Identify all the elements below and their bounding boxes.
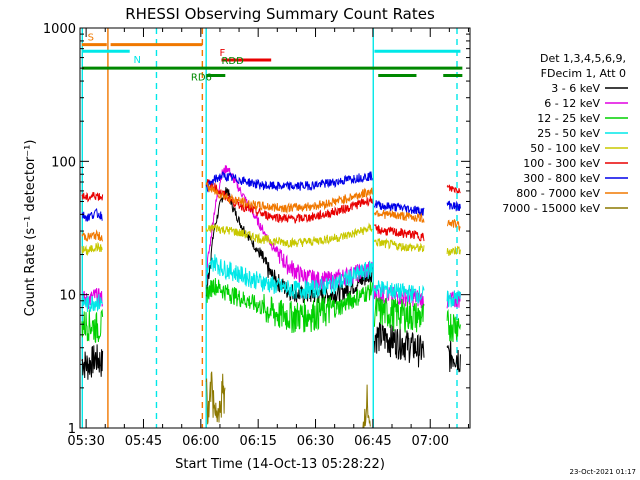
y-axis-label: Count Rate (s⁻¹ detector⁻¹) [23,140,38,317]
series-line-8 [373,209,425,223]
legend-entry-label: 12 - 25 keV [537,112,600,125]
legend-entry-label: 100 - 300 keV [523,157,600,170]
legend-header-1: Det 1,3,4,5,6,9, [540,52,626,65]
series-line-1 [81,344,104,380]
legend-entry-label: 6 - 12 keV [544,97,600,110]
series-line-4 [373,280,425,304]
y-tick-label: 100 [51,155,76,170]
series-line-5 [81,241,103,257]
footer-timestamp: 23-Oct-2021 01:17 [570,468,636,476]
series-line-3 [373,296,425,333]
flag-label: RDD [221,56,244,67]
x-tick-label: 06:45 [354,434,391,449]
legend-entry-label: 7000 - 15000 keV [502,202,600,215]
series-line-2 [373,285,425,309]
series-line-6 [373,224,425,242]
series-line-7 [205,171,373,193]
y-tick-label: 1000 [43,22,76,37]
series-line-7 [373,200,425,218]
series-line-5 [446,245,461,257]
legend-entry-label: 300 - 800 keV [523,172,600,185]
x-tick-label: 06:15 [239,434,276,449]
series-line-1 [373,322,425,368]
axes: 1 10 100 1000 05:30 05:45 06:00 06:15 06:30 06:45… [43,22,471,449]
series-line-3 [446,308,461,343]
series-line-9 [205,371,226,425]
flag-label: RD6 [191,73,212,84]
x-tick-label: 06:00 [182,434,219,449]
flag-label: S [88,33,94,44]
legend-entry-label: 800 - 7000 keV [516,187,600,200]
series-line-9 [362,384,371,428]
series-line-7 [446,200,461,212]
series-line-4 [446,290,461,308]
series-line-4 [205,254,373,299]
series-line-8 [446,219,461,232]
series-line-5 [205,222,373,249]
x-tick-label: 05:45 [125,434,162,449]
y-tick-label: 10 [59,289,76,304]
vertical-markers [81,28,458,428]
x-axis-label: Start Time (14-Oct-13 05:28:22) [175,457,385,472]
y-tick-label: 1 [68,422,76,437]
x-tick-label: 06:30 [297,434,334,449]
chart-title: RHESSI Observing Summary Count Rates [125,5,435,23]
series-line-8 [81,229,104,242]
series-line-6 [205,179,373,224]
legend-entry-label: 3 - 6 keV [551,82,600,95]
plot-border [79,27,471,429]
legend-entry-label: 50 - 100 keV [530,142,600,155]
series-line-8 [205,181,373,215]
series-line-3 [205,277,373,334]
series-lines [81,165,461,428]
series-line-2 [205,165,373,290]
x-tick-label: 07:00 [412,434,449,449]
x-tick-label: 05:30 [67,434,104,449]
legend: Det 1,3,4,5,6,9, FDecim 1, Att 0 3 - 6 k… [502,52,628,215]
series-line-5 [373,237,425,253]
series-line-3 [81,308,104,343]
series-line-6 [81,192,104,203]
legend-entry-label: 25 - 50 keV [537,127,600,140]
series-line-7 [81,207,103,222]
flag-label: F [220,48,226,59]
flag-label: N [134,55,141,66]
series-line-6 [446,184,461,194]
series-line-1 [446,340,461,373]
series-line-4 [81,293,104,313]
legend-header-2: FDecim 1, Att 0 [541,67,626,80]
